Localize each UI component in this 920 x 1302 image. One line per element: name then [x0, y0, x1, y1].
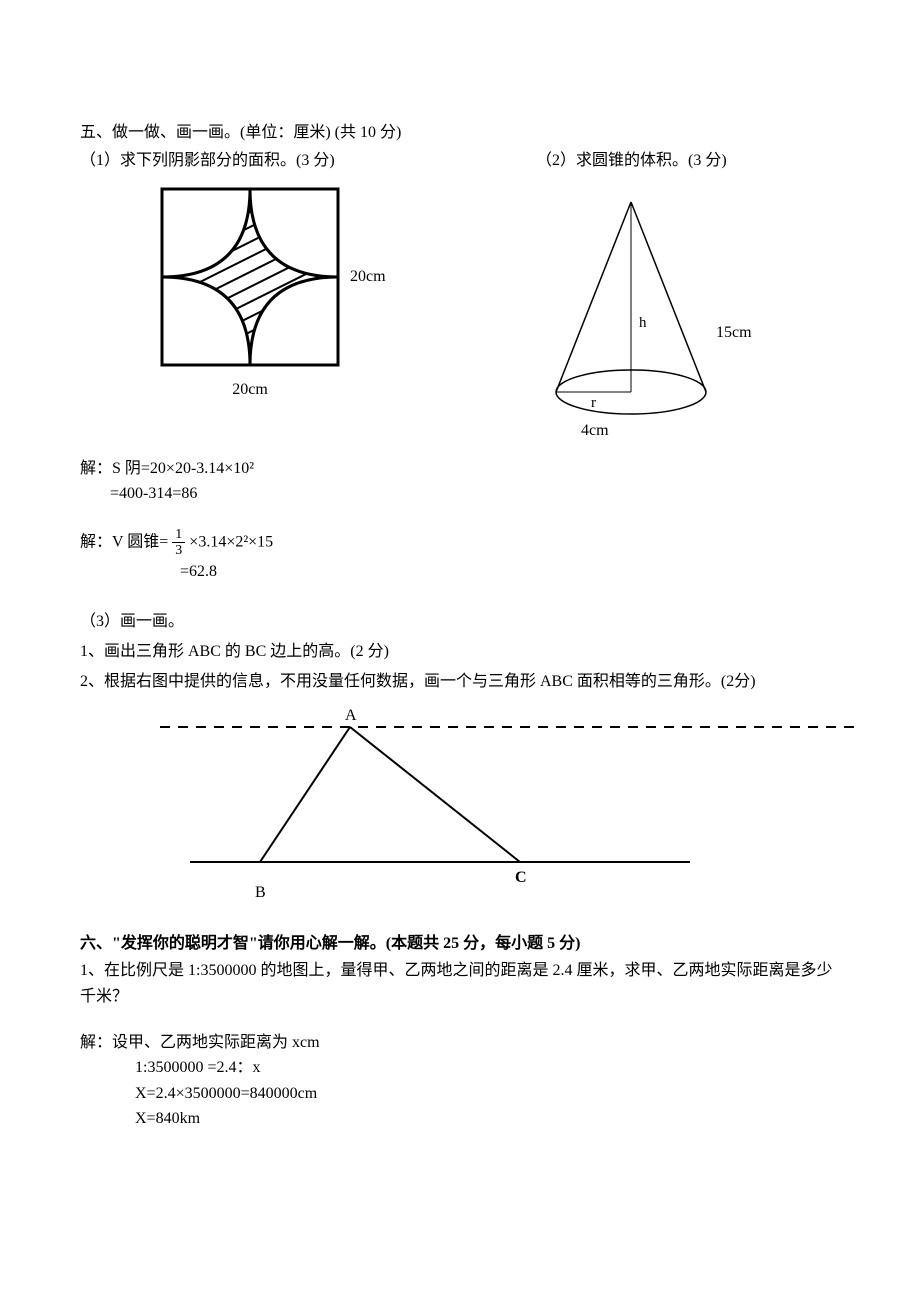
point-b-label: B [255, 884, 266, 901]
section-6-solution: 解：设甲、乙两地实际距离为 xcm 1:3500000 =2.4：x X=2.4… [80, 1030, 840, 1132]
point-a-label: A [345, 707, 357, 724]
p2-sol-l2: =62.8 [180, 559, 840, 585]
s6-sol-l3: X=2.4×3500000=840000cm [135, 1081, 840, 1107]
frac-num: 1 [172, 527, 185, 543]
s6-sol-l1: 解：设甲、乙两地实际距离为 xcm [80, 1030, 840, 1056]
s6-sol-l4: X=840km [135, 1106, 840, 1132]
problem-2-solution: 解：V 圆锥= 1 3 ×3.14×2²×15 =62.8 [80, 527, 840, 584]
problem-3-label: （3）画一画。 [80, 609, 840, 635]
problems-row: （1）求下列阴影部分的面积。(3 分) （2）求圆锥的体积。(3 分) [80, 148, 840, 178]
problem-3-block: （3）画一画。 1、画出三角形 ABC 的 BC 边上的高。(2 分) 2、根据… [80, 609, 840, 694]
section-6-q1: 1、在比例尺是 1:3500000 的地图上，量得甲、乙两地之间的距离是 2.4… [80, 958, 840, 1009]
astroid-figure: 20cm [160, 187, 498, 367]
problem-3-sub1: 1、画出三角形 ABC 的 BC 边上的高。(2 分) [80, 639, 840, 665]
frac-den: 3 [172, 543, 185, 558]
cone-h-label: h [639, 315, 647, 331]
astroid-svg [160, 187, 340, 367]
astroid-bottom-label: 20cm [160, 377, 340, 403]
cone-r-label: r [591, 395, 596, 411]
triangle-svg: A B C [160, 702, 860, 902]
p1-sol-l2: =400-314=86 [110, 481, 840, 507]
cone-wrap: h r 15cm 4cm [536, 187, 840, 446]
problem-2-label: （2）求圆锥的体积。(3 分) [536, 148, 840, 174]
figures-row: 20cm 20cm h r 15cm 4cm [80, 177, 840, 446]
problem-1-block: （1）求下列阴影部分的面积。(3 分) [80, 148, 498, 178]
p1-sol-l1: 解：S 阴=20×20-3.14×10² [80, 456, 840, 482]
p2-sol-prefix: 解：V 圆锥= [80, 534, 168, 551]
astroid-wrap: 20cm 20cm [80, 177, 498, 403]
fraction-one-third: 1 3 [172, 527, 185, 559]
problem-2-block: （2）求圆锥的体积。(3 分) [536, 148, 840, 178]
astroid-side-label: 20cm [350, 264, 386, 290]
s6-sol-l2: 1:3500000 =2.4：x [135, 1055, 840, 1081]
triangle-figure: A B C [160, 702, 840, 911]
problem-1-label: （1）求下列阴影部分的面积。(3 分) [80, 148, 498, 174]
cone-svg: h r 15cm 4cm [536, 187, 766, 437]
p2-sol-mid: ×3.14×2²×15 [189, 534, 273, 551]
problem-3-sub2: 2、根据右图中提供的信息，不用没量任何数据，画一个与三角形 ABC 面积相等的三… [80, 669, 840, 695]
cone-slant-label: 15cm [716, 324, 752, 341]
p2-sol-l1: 解：V 圆锥= 1 3 ×3.14×2²×15 [80, 527, 840, 559]
cone-radius-label: 4cm [581, 422, 609, 437]
section-5-title: 五、做一做、画一画。(单位：厘米) (共 10 分) [80, 120, 840, 146]
point-c-label: C [515, 869, 527, 886]
problem-1-solution: 解：S 阴=20×20-3.14×10² =400-314=86 [80, 456, 840, 507]
section-6-title: 六、"发挥你的聪明才智"请你用心解一解。(本题共 25 分，每小题 5 分) [80, 931, 840, 957]
